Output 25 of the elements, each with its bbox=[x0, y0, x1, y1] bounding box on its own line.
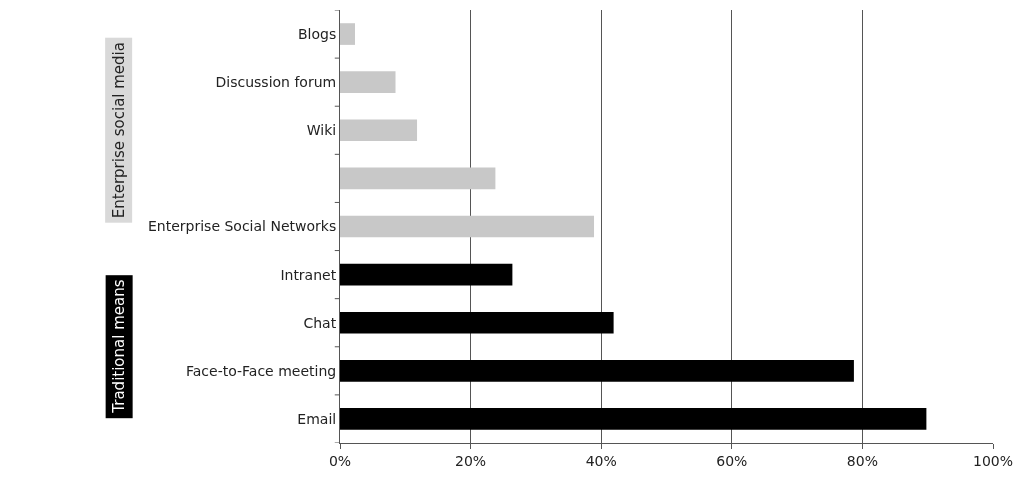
x-tick-label: 80% bbox=[846, 452, 878, 469]
bar bbox=[340, 408, 927, 430]
bar bbox=[340, 311, 614, 334]
bar bbox=[340, 167, 496, 190]
bar bbox=[340, 360, 854, 382]
y-tick-label: Chat bbox=[303, 314, 337, 331]
x-tick-label: 60% bbox=[716, 452, 748, 469]
bar bbox=[340, 263, 513, 286]
y-tick-label: Face-to-Face meeting bbox=[186, 362, 337, 379]
x-tick-label: 40% bbox=[585, 452, 617, 469]
bar bbox=[340, 71, 396, 93]
bar bbox=[340, 119, 418, 142]
x-tick-label: 0% bbox=[328, 452, 352, 469]
text: Enterprise social media bbox=[109, 42, 128, 219]
x-tick-label: 100% bbox=[972, 452, 1014, 469]
y-tick-label: Discussion forum bbox=[215, 74, 337, 91]
y-tick-label: Email bbox=[297, 410, 337, 427]
y-tick-label: Blogs bbox=[297, 25, 337, 42]
y-tick-label: Wiki bbox=[306, 122, 337, 139]
text: Traditional means bbox=[110, 279, 129, 414]
x-tick-label: 20% bbox=[455, 452, 487, 469]
y-tick-label: Intranet bbox=[280, 266, 337, 283]
bar bbox=[340, 215, 595, 238]
y-tick-label: Enterprise Social Networks bbox=[148, 218, 337, 235]
bar bbox=[340, 23, 356, 45]
